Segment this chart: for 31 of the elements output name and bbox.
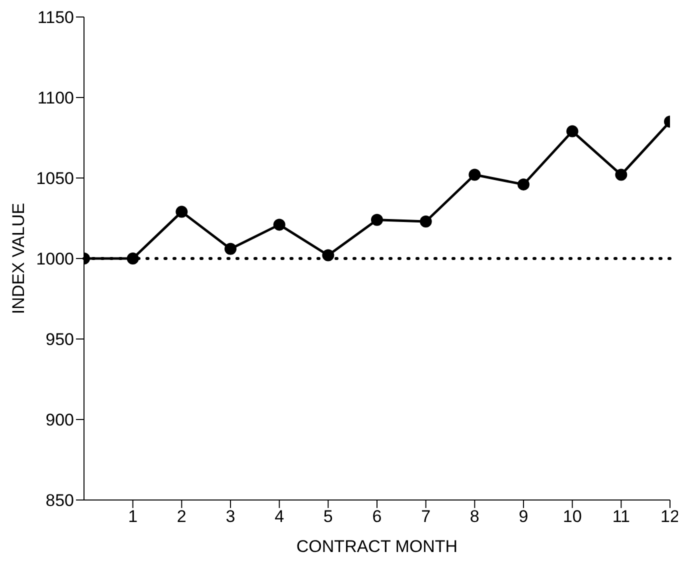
point (615, 168, 628, 181)
point (468, 168, 481, 181)
x-tick-label: 8 (470, 507, 480, 526)
point (322, 249, 334, 262)
y-tick-label: 900 (46, 410, 74, 430)
x-tick-label: 10 (562, 507, 582, 526)
x-tick-label: 9 (518, 507, 528, 526)
x-tick-label: 5 (323, 507, 333, 526)
y-axis-title: INDEX VALUE (9, 202, 28, 314)
y-tick-label: 1050 (36, 169, 74, 188)
point (224, 242, 236, 255)
y-tick-label: 1000 (36, 250, 74, 269)
x-tick-label: 2 (176, 507, 186, 526)
point (420, 215, 432, 228)
point (518, 178, 530, 190)
point (566, 125, 578, 138)
y-tick-label: 950 (46, 330, 74, 350)
x-tick-label: 1 (128, 507, 138, 526)
x-tick-label: 11 (612, 507, 630, 526)
x-axis-title: CONTRACT MONTH (296, 537, 458, 556)
x-tick-label: 6 (372, 507, 382, 526)
point (371, 214, 383, 226)
point (126, 252, 139, 264)
x-tick-label: 7 (421, 507, 431, 526)
point (176, 206, 188, 218)
x-tick-label: 4 (274, 507, 284, 526)
y-tick-label: 1100 (37, 88, 74, 108)
x-tick-label: 3 (226, 507, 236, 526)
point (273, 218, 286, 231)
y-tick-label: 850 (46, 491, 74, 510)
y-tick-label: 1150 (37, 8, 74, 28)
